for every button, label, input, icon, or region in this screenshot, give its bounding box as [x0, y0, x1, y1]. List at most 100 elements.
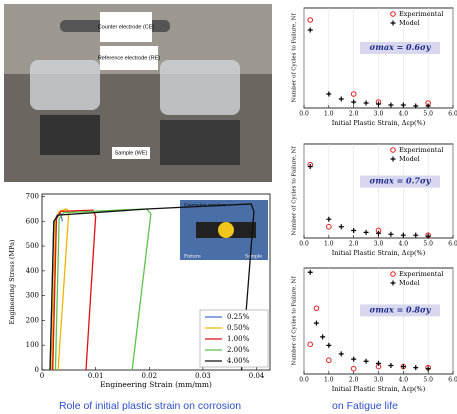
x-tick-label: 4.0	[399, 111, 409, 118]
y-axis-label: Engineering Stress (MPa)	[8, 239, 16, 325]
point	[338, 96, 344, 102]
caption: Role of initial plastic strain on corros…	[59, 400, 241, 412]
point	[338, 224, 344, 230]
point	[313, 320, 319, 326]
point	[320, 334, 326, 340]
point	[326, 223, 332, 230]
point	[376, 101, 381, 107]
x-tick-label: 0.0	[299, 111, 309, 118]
point	[326, 357, 332, 364]
y-tick-label: 100	[26, 341, 39, 349]
legend-label: 2.00%	[227, 346, 250, 354]
inset-label: Corrosion window	[184, 203, 226, 209]
legend-label: Model	[399, 19, 420, 27]
x-tick-label: 2.0	[349, 377, 359, 384]
fixture	[160, 120, 240, 165]
line	[49, 203, 255, 371]
point	[388, 102, 394, 108]
x-tick-label: 5.0	[423, 111, 433, 118]
x-tick-label: 1.0	[324, 241, 334, 248]
point	[413, 232, 419, 238]
legend-marker	[390, 280, 396, 286]
x-tick-label: 0.0	[299, 377, 309, 384]
photo-label: Sample (WE)	[115, 150, 148, 156]
x-tick-label: 4.0	[399, 241, 409, 248]
label-box	[100, 12, 152, 42]
x-tick-label: 0.04	[249, 372, 265, 380]
point	[363, 358, 369, 364]
point	[313, 305, 320, 312]
point	[400, 232, 406, 238]
inset-label: Sample	[245, 254, 262, 260]
legend-label: 0.25%	[227, 313, 250, 321]
y-tick-label: 0	[35, 366, 39, 374]
label-box	[112, 147, 150, 159]
point	[363, 229, 369, 235]
legend-marker	[390, 156, 396, 162]
legend-label: Model	[399, 155, 420, 163]
point	[413, 365, 419, 371]
point	[388, 231, 394, 237]
point	[425, 233, 431, 239]
point	[351, 99, 357, 105]
annotation: σmax = 0.6σy	[369, 42, 431, 52]
photo: Counter electrode (CE) Reference electro…	[4, 4, 272, 182]
fixture	[40, 115, 100, 155]
point	[307, 269, 313, 275]
y-axis-label: Number of Cycles to Failure, Nf	[292, 146, 298, 236]
point	[388, 363, 394, 369]
x-tick-label: 2.0	[349, 111, 359, 118]
y-axis-label: Number of Cycles to Failure, Nf	[292, 13, 298, 103]
line	[52, 209, 97, 371]
point	[307, 17, 314, 23]
legend-label: Model	[399, 279, 420, 287]
point	[400, 102, 406, 108]
inset: Corrosion window Fixture Sample	[180, 200, 268, 260]
legend-marker	[390, 11, 396, 17]
legend-marker	[390, 20, 396, 26]
beaker	[160, 60, 240, 115]
x-tick-label: 6.0	[448, 111, 457, 118]
y-tick-label: 700	[26, 192, 39, 200]
x-tick-label: 2.0	[349, 241, 359, 248]
x-tick-label: 6.0	[448, 377, 457, 384]
legend-label: Experimental	[399, 10, 443, 18]
x-axis-label: Initial Plastic Strain, Δεp(%)	[332, 385, 426, 393]
annotation-box	[360, 304, 440, 317]
point	[351, 227, 357, 233]
point	[307, 164, 313, 170]
legend-label: Experimental	[399, 146, 443, 154]
point	[425, 103, 431, 109]
point	[376, 230, 381, 236]
point	[326, 216, 332, 222]
x-tick-label: 0.03	[195, 372, 211, 380]
annotation: σmax = 0.8σy	[369, 304, 431, 314]
photo-label: Counter electrode (CE)	[98, 24, 155, 30]
point	[363, 100, 369, 106]
point	[338, 351, 344, 357]
line	[54, 208, 152, 371]
x-tick-label: 1.0	[324, 111, 334, 118]
point	[350, 365, 357, 372]
x-tick-label: 3.0	[374, 241, 384, 248]
y-tick-label: 200	[26, 316, 39, 324]
y-tick-label: 600	[26, 217, 39, 225]
y-axis-label: Number of Cycles to Failure, Nf	[292, 276, 298, 366]
point	[425, 366, 431, 372]
photo-label: Reference electrode (RE)	[98, 55, 161, 61]
legend-label: Experimental	[399, 270, 443, 278]
legend-label: 0.50%	[227, 324, 250, 332]
annotation-box	[360, 42, 440, 54]
caption: on Fatigue life	[332, 400, 398, 412]
y-tick-label: 500	[26, 242, 39, 250]
point	[376, 360, 381, 366]
x-tick-label: 4.0	[399, 377, 409, 384]
x-tick-label: 0.02	[141, 372, 157, 380]
inset-window	[218, 222, 234, 238]
point	[307, 27, 313, 33]
point	[307, 341, 314, 348]
x-axis-label: Initial Plastic Strain, Δεp(%)	[332, 249, 426, 257]
annotation: σmax = 0.7σy	[369, 176, 431, 186]
x-axis-label: Initial Plastic Strain, Δεp(%)	[332, 119, 426, 127]
